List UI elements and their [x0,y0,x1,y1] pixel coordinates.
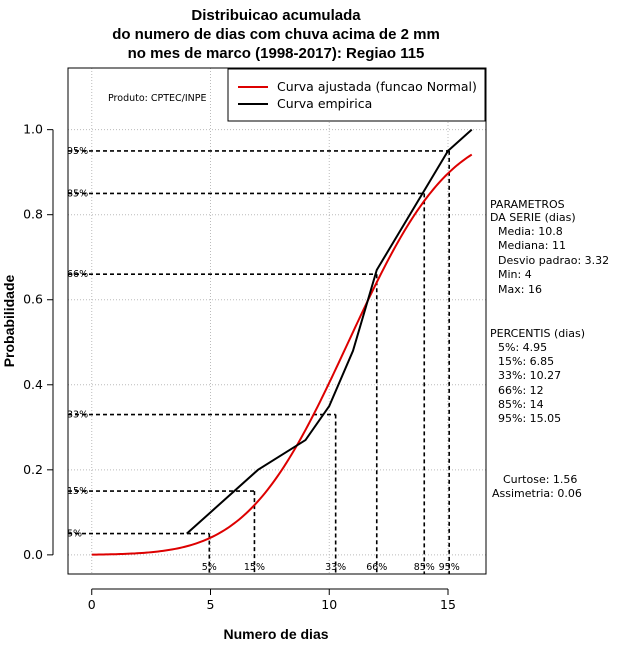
plot-frame [67,67,487,575]
percentile-bottom-label-3: 66% [366,562,387,573]
x-tick-label-1: 5 [207,597,215,612]
axis-layer: 0 5 10 15 0.0 0.2 0.4 0.6 0.8 1.0 [23,122,456,612]
percentile-left-label-5: 95% [67,146,88,157]
y-tick-label-1: 0.2 [23,462,43,477]
percentile-item-85: 85%: 14 [498,398,544,411]
stat-assimetria: Assimetria: 0.06 [492,487,582,500]
x-tick-label-3: 15 [440,597,456,612]
empirical-curve [186,128,473,535]
percentile-item-95: 95%: 15.05 [498,412,561,425]
percentile-left-label-0: 5% [67,529,82,540]
legend-label-empirical: Curva empirica [277,96,372,111]
percentile-left-label-4: 85% [67,188,88,199]
percentile-item-5: 5%: 4.95 [498,341,547,354]
parameter-media: Media: 10.8 [498,225,563,238]
legend-box [227,68,486,122]
stat-curtose: Curtose: 1.56 [503,473,577,486]
percentiles-panel: PERCENTIS (dias) 5%: 4.95 15%: 6.85 33%:… [490,327,585,425]
percentile-bottom-label-5: 95% [439,562,460,573]
parameters-panel: PARAMETROS DA SERIE (dias) Media: 10.8 M… [490,198,609,296]
percentile-item-66: 66%: 12 [498,384,544,397]
parameter-desvio: Desvio padrao: 3.32 [498,254,609,267]
chart-title-line-3: no mes de marco (1998-2017): Regiao 115 [128,45,425,62]
percentile-reference-lines: 5% 5% 15% 15% 33% 33% 66% 66% 85% 85% 95% 95% [67,146,460,574]
percentile-left-label-3: 66% [67,269,88,280]
parameters-heading-2: DA SERIE (dias) [490,211,576,224]
series-layer [91,128,473,556]
parameter-mediana: Mediana: 11 [498,239,566,252]
fitted-normal-curve [91,153,473,556]
x-tick-label-0: 0 [88,597,96,612]
percentile-left-label-1: 15% [67,486,88,497]
percentile-bottom-label-1: 15% [244,562,265,573]
chart-title-line-1: Distribuicao acumulada [191,7,361,24]
y-axis-title: Probabilidade [1,275,17,368]
chart-title-line-2: do numero de dias com chuva acima de 2 m… [112,26,440,43]
parameter-max: Max: 16 [498,283,542,296]
y-tick-label-3: 0.6 [23,292,43,307]
x-tick-label-2: 10 [321,597,337,612]
y-tick-label-2: 0.4 [23,377,43,392]
percentile-bottom-label-4: 85% [414,562,435,573]
producer-note: Produto: CPTEC/INPE [108,93,207,104]
y-tick-label-4: 0.8 [23,207,43,222]
percentile-bottom-label-0: 5% [202,562,217,573]
percentile-item-15: 15%: 6.85 [498,355,554,368]
percentiles-heading: PERCENTIS (dias) [490,327,585,340]
x-axis-title: Numero de dias [223,626,328,642]
shape-stats-panel: Curtose: 1.56 Assimetria: 0.06 [492,473,582,500]
percentile-bottom-label-2: 33% [325,562,346,573]
legend-label-fitted: Curva ajustada (funcao Normal) [277,79,477,94]
y-tick-label-5: 1.0 [23,122,43,137]
parameter-min: Min: 4 [498,268,532,281]
percentile-left-label-2: 33% [67,410,88,421]
parameters-heading-1: PARAMETROS [490,198,565,211]
y-tick-label-0: 0.0 [23,547,43,562]
legend: Curva ajustada (funcao Normal) Curva emp… [227,68,486,122]
grid-layer [68,68,486,574]
percentile-item-33: 33%: 10.27 [498,369,561,382]
